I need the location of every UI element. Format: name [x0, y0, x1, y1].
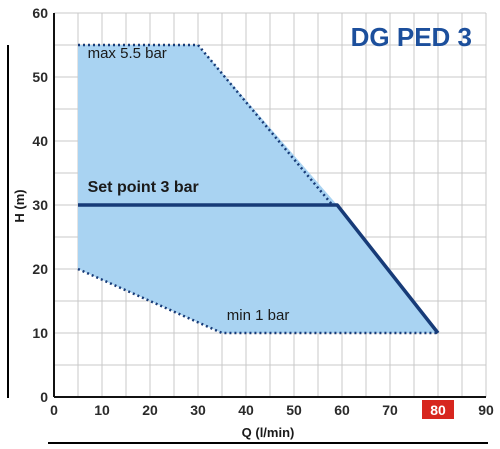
- tick-labels: 0 10 20 30 40 50 60 70 80 90 0 10 20 30 40 50 60: [32, 5, 494, 419]
- x-axis-label: Q (l/min): [242, 425, 295, 440]
- annotation-label: Set point 3 bar: [88, 179, 199, 196]
- x-tick-label-highlighted: 80: [430, 402, 446, 418]
- x-tick-label: 70: [382, 402, 398, 418]
- y-tick-label: 10: [32, 325, 48, 341]
- y-tick-label: 0: [40, 389, 48, 405]
- x-tick-label: 20: [142, 402, 158, 418]
- x-tick-label: 40: [238, 402, 254, 418]
- annotation-label: max 5.5 bar: [88, 45, 167, 62]
- x-tick-label: 50: [286, 402, 302, 418]
- series-line: [78, 43, 334, 206]
- annotation-label: min 1 bar: [227, 307, 290, 324]
- x-tick-label: 10: [94, 402, 110, 418]
- x-tick-label: 60: [334, 402, 350, 418]
- y-tick-label: 50: [32, 69, 48, 85]
- x-tick-label: 0: [50, 402, 58, 418]
- series-line: [77, 267, 438, 335]
- x-tick-label: 30: [190, 402, 206, 418]
- y-axis-label: H (m): [12, 189, 27, 222]
- y-tick-label: 30: [32, 197, 48, 213]
- axes: [53, 13, 486, 398]
- x-tick-label: 90: [478, 402, 494, 418]
- chart-title: DG PED 3: [351, 22, 472, 52]
- series-line: [78, 203, 440, 335]
- annotations: max 5.5 bar Set point 3 bar min 1 bar: [88, 45, 290, 324]
- x-tick-highlight-badge: [422, 400, 454, 419]
- y-tick-label: 40: [32, 133, 48, 149]
- operating-region: [78, 45, 438, 333]
- y-tick-label: 60: [32, 5, 48, 21]
- series-lines: [77, 43, 440, 335]
- y-tick-label: 20: [32, 261, 48, 277]
